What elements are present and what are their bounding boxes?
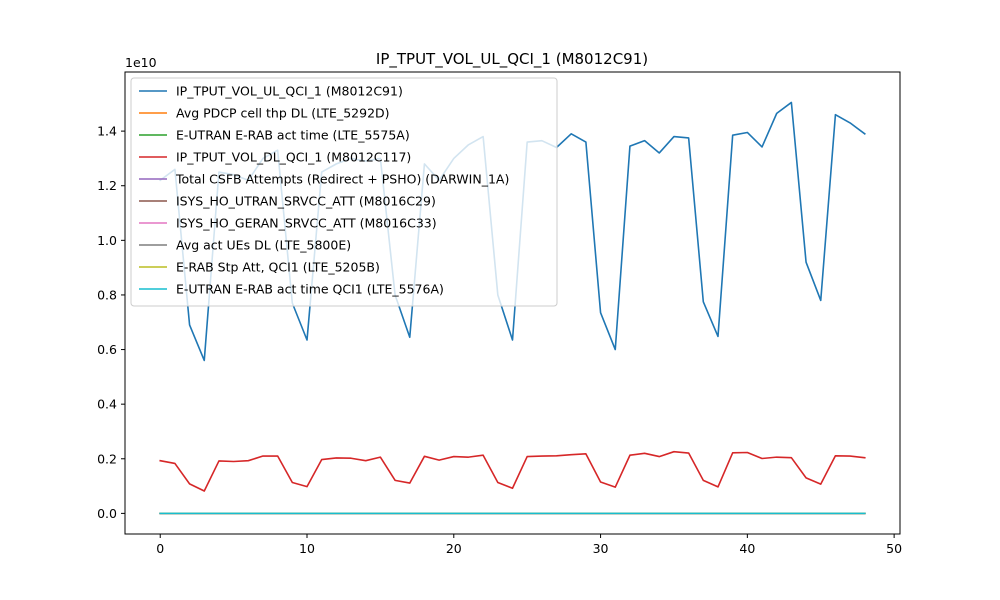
legend-entry-label: IP_TPUT_VOL_UL_QCI_1 (M8012C91): [176, 84, 403, 99]
y-tick-label: 0.8: [97, 287, 117, 302]
legend-entry-label: E-UTRAN E-RAB act time (LTE_5575A): [176, 128, 410, 143]
legend-entry-label: Avg PDCP cell thp DL (LTE_5292D): [176, 106, 390, 121]
series-line-4: [159, 450, 866, 492]
y-axis: 0.0 0.2 0.4 0.6 0.8 1.0 1.2 1.4: [97, 124, 125, 521]
y-tick-label: 1.0: [97, 233, 117, 248]
plot-frame: [124, 71, 901, 535]
y-offset-label: 1e10: [125, 55, 157, 70]
plot-lines: [159, 101, 866, 515]
legend-box: [130, 77, 558, 307]
x-tick-label: 10: [299, 541, 315, 556]
y-tick-label: 1.2: [97, 178, 117, 193]
y-tick-label: 0.2: [97, 451, 117, 466]
x-tick-label: 0: [156, 541, 164, 556]
legend-entry-label: IP_TPUT_VOL_DL_QCI_1 (M8012C117): [176, 150, 411, 165]
y-tick-label: 0.6: [97, 342, 117, 357]
y-tick-label: 0.0: [97, 506, 117, 521]
x-tick-label: 30: [593, 541, 609, 556]
legend-entry-label: ISYS_HO_GERAN_SRVCC_ATT (M8016C33): [176, 216, 437, 231]
legend-entry-label: E-UTRAN E-RAB act time QCI1 (LTE_5576A): [176, 282, 444, 297]
legend-entry-label: ISYS_HO_UTRAN_SRVCC_ATT (M8016C29): [176, 194, 436, 209]
x-tick-label: 40: [739, 541, 755, 556]
x-tick-label: 50: [886, 541, 902, 556]
y-tick-label: 0.4: [97, 397, 117, 412]
legend-entry-label: Total CSFB Attempts (Redirect + PSHO) (D…: [175, 172, 509, 187]
y-tick-label: 1.4: [97, 124, 117, 139]
x-tick-label: 20: [446, 541, 462, 556]
legend-entry-label: E-RAB Stp Att, QCI1 (LTE_5205B): [176, 260, 380, 275]
chart-title: IP_TPUT_VOL_UL_QCI_1 (M8012C91): [376, 50, 648, 69]
x-axis: 0 10 20 30 40 50: [156, 534, 902, 556]
legend: IP_TPUT_VOL_UL_QCI_1 (M8012C91) Avg PDCP …: [130, 77, 558, 307]
legend-entry-label: Avg act UEs DL (LTE_5800E): [176, 238, 351, 253]
